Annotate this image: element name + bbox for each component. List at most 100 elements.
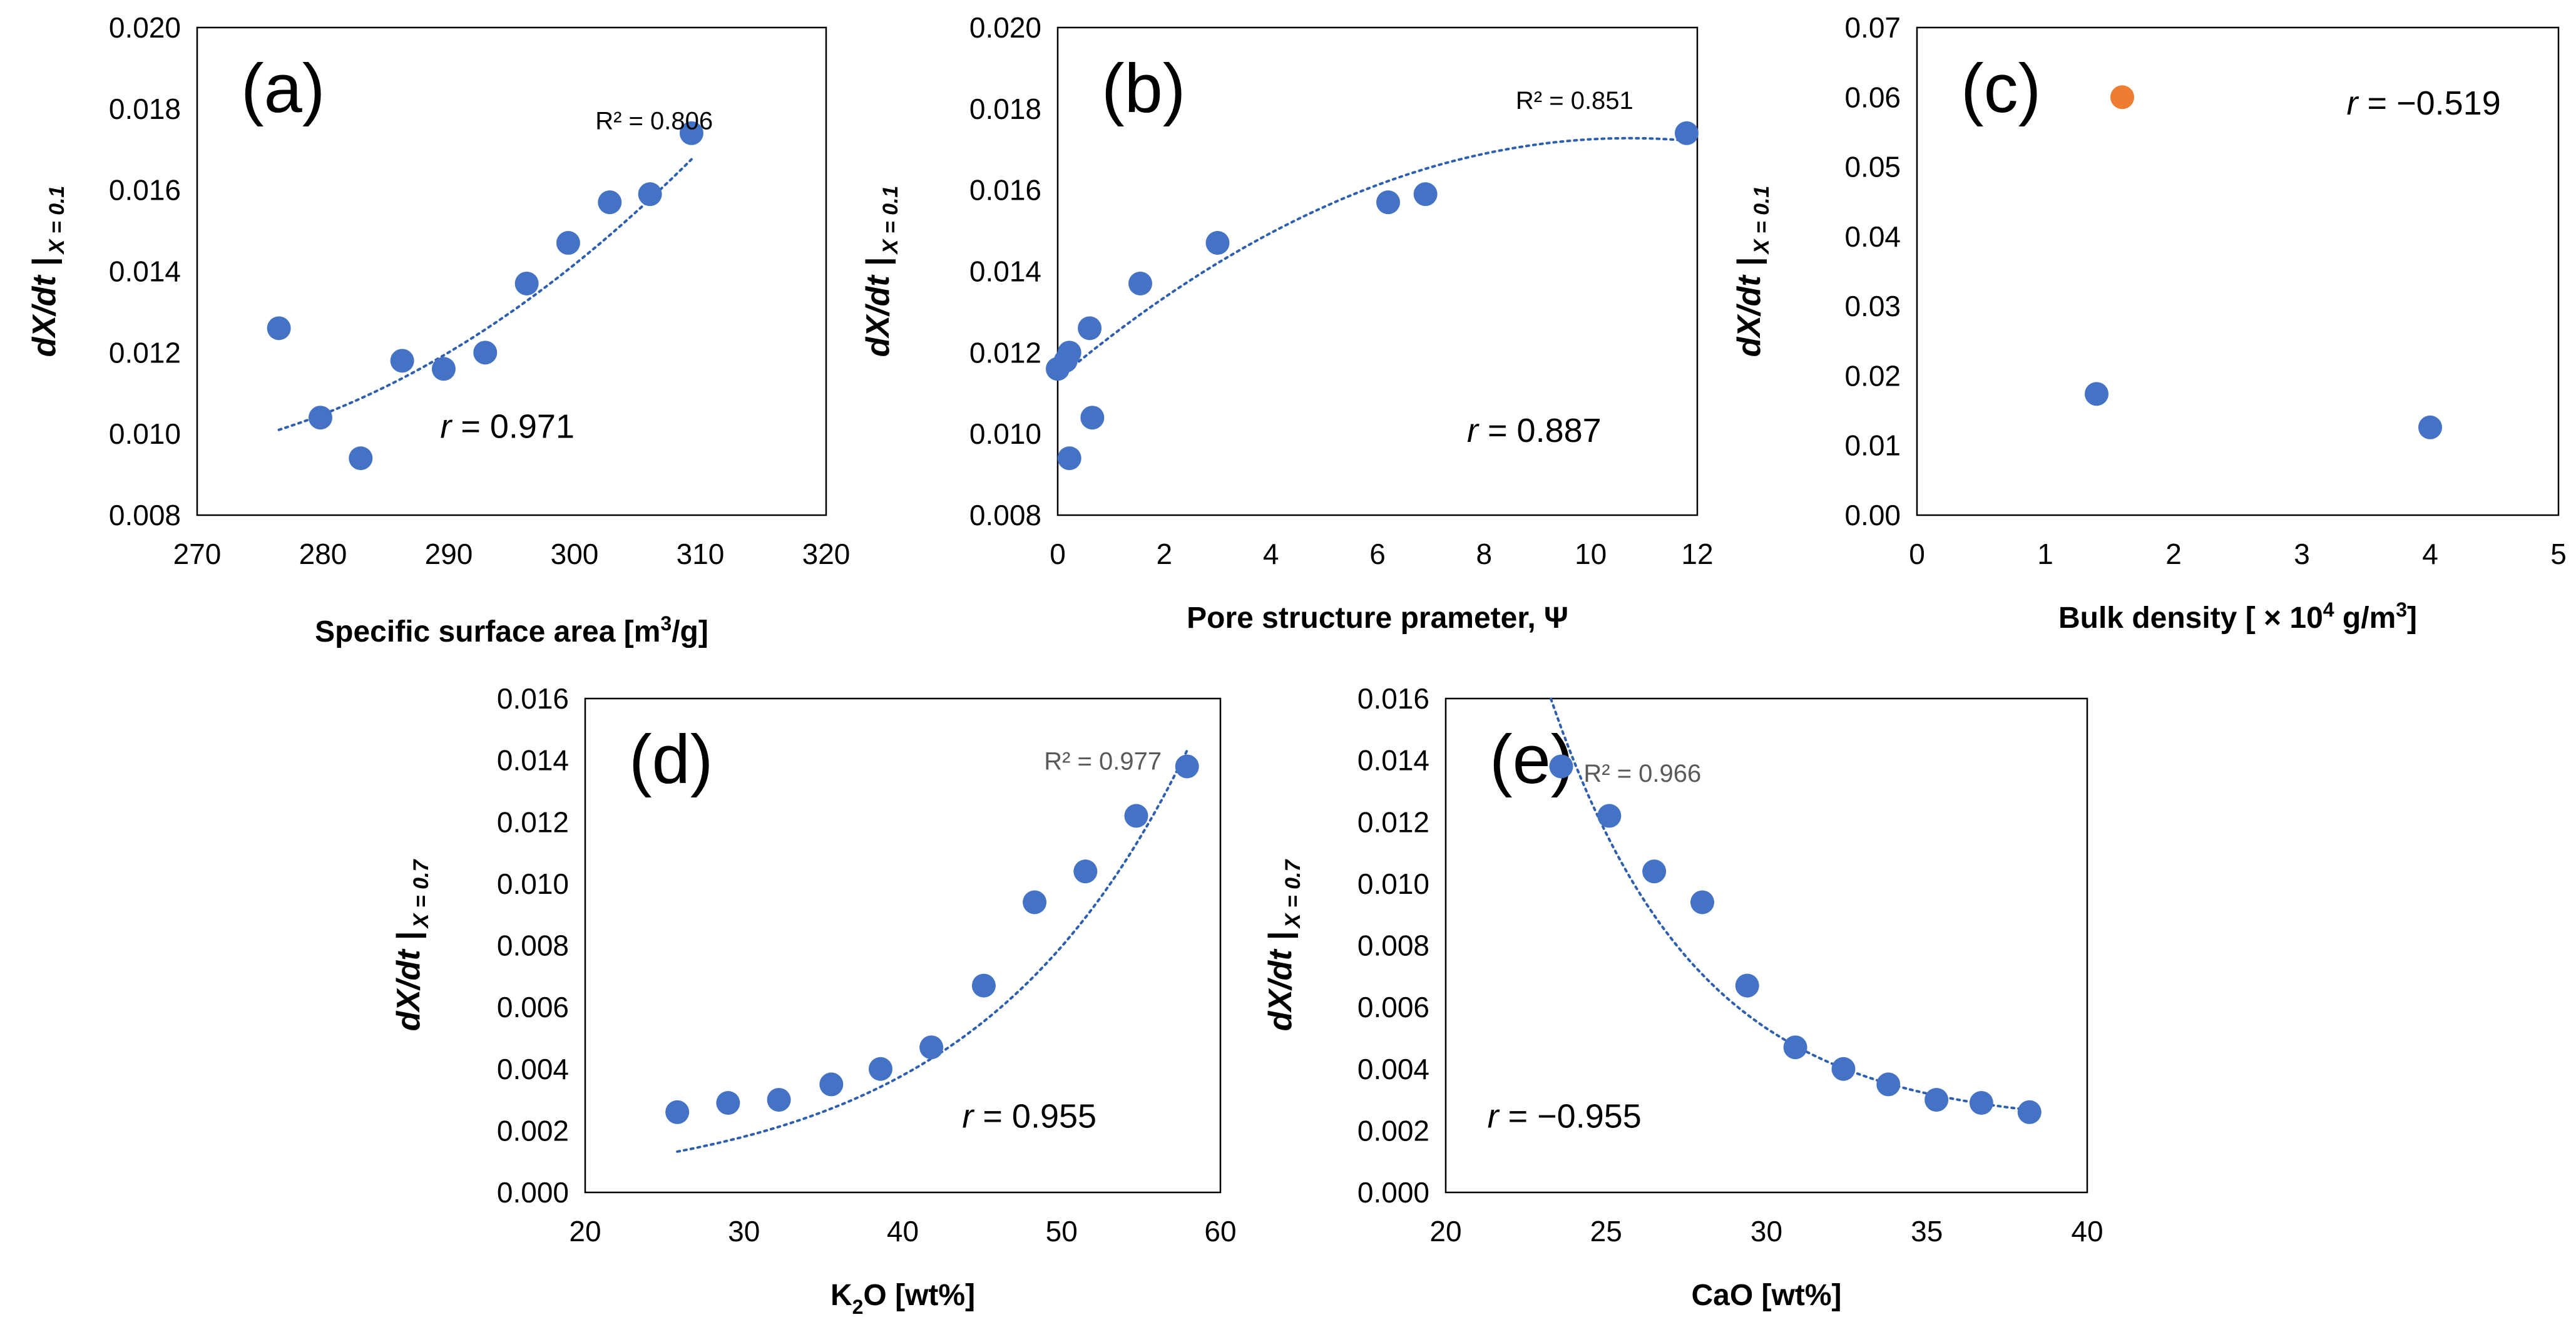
- x-tick-label: 60: [1204, 1215, 1236, 1247]
- x-axis-label-part: g/m: [2334, 602, 2396, 635]
- data-point: [1128, 271, 1153, 295]
- x-axis-label-part: K: [831, 1279, 852, 1312]
- x-tick-label: 12: [1681, 538, 1713, 570]
- data-point: [473, 341, 498, 365]
- trendline: [1056, 136, 1688, 381]
- data-point: [1057, 446, 1081, 471]
- data-point: [638, 182, 662, 207]
- y-tick-label: 0.020: [969, 11, 1041, 44]
- x-tick-label: 25: [1590, 1215, 1622, 1247]
- x-tick-label: 20: [569, 1215, 601, 1247]
- x-axis-label: CaO [wt%]: [1692, 1279, 1842, 1312]
- data-point: [390, 349, 414, 373]
- y-tick-label: 0.010: [1357, 868, 1429, 900]
- y-axis-label-sub: X = 0.1: [1750, 186, 1774, 255]
- y-tick-label: 0.000: [1357, 1176, 1429, 1209]
- y-tick-label: 0.014: [109, 255, 181, 288]
- data-point: [349, 446, 373, 471]
- y-tick-label: 0.06: [1844, 81, 1901, 113]
- y-tick-label: 0.004: [497, 1053, 569, 1085]
- plot-frame: [584, 697, 1222, 1194]
- y-tick-label: 0.014: [969, 255, 1041, 288]
- x-axis-label-part: Pore structure prameter, Ψ: [1187, 602, 1568, 635]
- data-point: [679, 121, 703, 145]
- data-point: [1597, 804, 1622, 828]
- data-point: [2017, 1100, 2042, 1124]
- x-tick-label: 320: [802, 538, 851, 570]
- y-tick-label: 0.002: [497, 1114, 569, 1147]
- x-axis-label: Specific surface area [m3/g]: [315, 612, 708, 648]
- correlation-symbol: r: [962, 1097, 974, 1135]
- x-axis-label-part: 3: [660, 612, 672, 635]
- correlation-label: r = 0.971: [440, 408, 575, 446]
- y-axis-label-sub: X = 0.7: [1281, 859, 1305, 930]
- x-axis-label-part: Specific surface area [m: [315, 615, 660, 648]
- x-axis-label-part: Bulk density [ × 10: [2058, 602, 2323, 635]
- plot-frame: [196, 26, 827, 516]
- r-squared-label: R² = 0.977: [1044, 747, 1162, 775]
- data-point: [514, 271, 539, 295]
- y-axis-label-sub: X = 0.1: [879, 186, 902, 255]
- data-point: [1057, 341, 1081, 365]
- y-tick-label: 0.000: [497, 1176, 569, 1209]
- x-tick-label: 2: [2165, 538, 2182, 570]
- x-tick-label: 30: [728, 1215, 760, 1247]
- x-tick-label: 8: [1476, 538, 1493, 570]
- x-tick-label: 0: [1050, 538, 1066, 570]
- x-tick-label: 280: [299, 538, 347, 570]
- r-squared-label: R² = 0.851: [1516, 87, 1633, 115]
- r-squared-label: R² = 0.966: [1583, 760, 1701, 787]
- y-tick-label: 0.008: [1357, 930, 1429, 962]
- x-axis-label-part: 2: [852, 1296, 864, 1318]
- correlation-label: r = −0.955: [1488, 1097, 1642, 1135]
- x-axis-label: Bulk density [ × 104 g/m3]: [2058, 598, 2417, 635]
- plot-frame: [1056, 26, 1699, 516]
- correlation-value: = −0.519: [2358, 85, 2501, 122]
- x-tick-label: 4: [2422, 538, 2438, 570]
- data-point: [431, 357, 456, 381]
- y-axis-label: dX/dt |X = 0.7: [1262, 859, 1305, 1032]
- y-axis-label-main: dX/dt |: [26, 257, 63, 357]
- y-axis-label-main: dX/dt |: [1262, 931, 1299, 1031]
- y-tick-label: 0.01: [1844, 429, 1901, 462]
- chart-panel-b: 0 2 4 6 8 10 12 0.008 0.010 0.012 0.014 0.016 0.018 0…: [860, 11, 1714, 635]
- x-tick-label: 270: [173, 538, 222, 570]
- y-tick-label: 0.03: [1844, 290, 1901, 322]
- data-point: [1876, 1072, 1901, 1097]
- data-point: [819, 1072, 844, 1097]
- y-axis-label-main: dX/dt |: [1731, 257, 1767, 357]
- correlation-label: r = −0.519: [2347, 85, 2501, 122]
- x-axis-label-part: /g]: [672, 615, 708, 648]
- x-axis-label: Pore structure prameter, Ψ: [1187, 602, 1568, 635]
- chart-panel-d: 20 30 40 50 60 0.000 0.002 0.004 0.006 0.008 0.010…: [391, 682, 1237, 1318]
- x-axis-label-part: 3: [2396, 598, 2407, 621]
- panel-label: (d): [629, 721, 713, 798]
- data-point: [1674, 121, 1699, 145]
- data-point: [556, 231, 580, 255]
- panel-label: (b): [1101, 50, 1185, 127]
- y-tick-label: 0.008: [969, 499, 1041, 531]
- x-tick-label: 0: [1909, 538, 1925, 570]
- data-point: [2418, 415, 2442, 439]
- x-tick-label: 40: [2071, 1215, 2103, 1247]
- data-point: [1642, 859, 1667, 884]
- y-tick-label: 0.016: [109, 174, 181, 207]
- y-tick-label: 0.07: [1844, 11, 1901, 44]
- data-point: [1413, 182, 1438, 207]
- x-axis-label-part: ]: [2407, 602, 2417, 635]
- x-tick-label: 6: [1369, 538, 1386, 570]
- y-tick-label: 0.012: [109, 336, 181, 369]
- data-point: [665, 1100, 690, 1124]
- data-point: [1073, 859, 1098, 884]
- chart-panel-c: 0 1 2 3 4 5 0.00 0.01 0.02 0.03 0.04 0.05 0.06 0.07 Bu…: [1731, 11, 2567, 635]
- data-point: [1376, 190, 1401, 215]
- x-axis-label-part: O [wt%]: [863, 1279, 975, 1312]
- data-point: [1124, 804, 1148, 828]
- y-axis-label-main: dX/dt |: [391, 931, 427, 1031]
- y-tick-label: 0.008: [109, 499, 181, 531]
- y-axis-label-main: dX/dt |: [860, 257, 896, 357]
- y-axis-label: dX/dt |X = 0.7: [391, 859, 433, 1032]
- y-tick-label: 0.006: [1357, 991, 1429, 1023]
- y-tick-label: 0.02: [1844, 359, 1901, 392]
- x-tick-label: 310: [677, 538, 725, 570]
